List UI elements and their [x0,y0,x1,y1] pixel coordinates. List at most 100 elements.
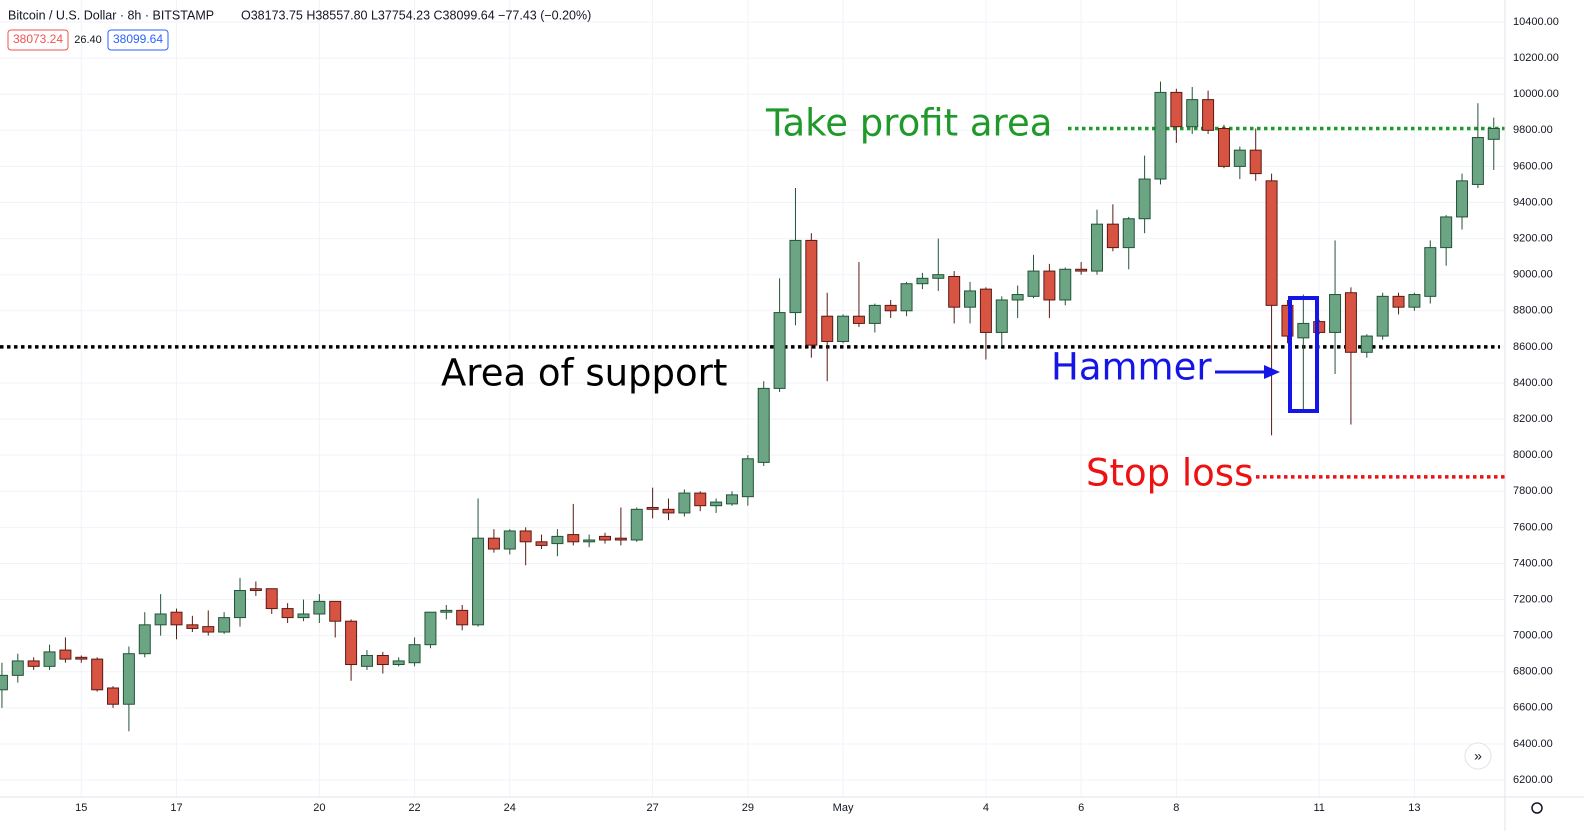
ask: 38099.64 [113,32,163,46]
body [487,537,500,550]
body [757,387,770,463]
annotation: Hammer [1051,346,1212,389]
body [1408,294,1421,308]
y-tick-label: 6200.00 [1513,774,1553,786]
hammer-box [1288,296,1319,413]
body [837,315,850,342]
body [1297,322,1310,339]
y-tick-label: 9800.00 [1513,124,1553,136]
body [1233,149,1246,167]
body [1075,268,1088,272]
ohlc: O38173.75 H38557.80 L37754.23 C38099.64 … [241,8,591,22]
y-tick-label: 8000.00 [1513,449,1553,461]
settings-icon[interactable] [1531,802,1543,814]
y-tick-label: 6800.00 [1513,666,1553,678]
grid [0,0,1505,797]
y-tick-label: 7800.00 [1513,485,1553,497]
body [1313,321,1326,333]
body [218,617,231,633]
body [1329,294,1342,333]
body [1440,216,1453,249]
body [662,508,675,514]
y-tick-label: 6600.00 [1513,702,1553,714]
body [614,537,627,541]
body [297,613,310,619]
x-tick-label: 13 [1408,802,1420,814]
y-tick-label: 7400.00 [1513,557,1553,569]
body [1138,178,1151,220]
body [678,492,691,514]
body [1059,268,1072,301]
body [11,660,24,676]
x-tick-label: 24 [504,802,516,814]
ask-badge [107,29,169,51]
x-tick-label: 6 [1078,802,1084,814]
hammer-arrow-head [1264,365,1280,379]
body [583,539,596,543]
y-tick-label: 8800.00 [1513,305,1553,317]
body [75,656,88,660]
x-tick-label: 22 [408,802,420,814]
body [1344,292,1357,353]
body [233,590,246,619]
body [1170,91,1183,128]
body [0,674,8,691]
body [329,600,342,622]
body [265,588,278,610]
y-tick-label: 10400.00 [1513,16,1559,28]
body [91,658,104,691]
scroll-icon[interactable]: » [1474,748,1482,764]
body [43,651,56,667]
body [868,304,881,324]
y-tick-label: 9600.00 [1513,160,1553,172]
y-tick-label: 8200.00 [1513,413,1553,425]
body [900,283,913,312]
y-tick-label: 10000.00 [1513,88,1559,100]
y-tick-label: 7000.00 [1513,630,1553,642]
body [599,535,612,541]
candles [0,81,1500,732]
body [27,660,40,667]
body [59,649,72,660]
body [789,239,802,314]
body [1249,149,1262,175]
x-tick-label: 27 [647,802,659,814]
scroll-button[interactable] [1464,742,1492,770]
body [646,507,659,510]
body [884,304,897,312]
body [979,288,992,333]
y-tick-label: 7600.00 [1513,521,1553,533]
y-tick-label: 9000.00 [1513,269,1553,281]
y-tick-label: 9400.00 [1513,196,1553,208]
body [948,275,961,308]
body [1487,128,1500,140]
body [440,609,453,613]
body [138,624,151,655]
levels [0,126,1505,479]
body [821,315,834,342]
body [424,611,437,646]
x-tick-label: 17 [170,802,182,814]
body [567,534,580,543]
body [1471,137,1484,185]
body [694,492,707,507]
x-tick-label: 15 [75,802,87,814]
body [1106,223,1119,249]
body [1043,270,1056,301]
x-tick-label: 8 [1173,802,1179,814]
body [313,600,326,615]
y-tick-label: 7200.00 [1513,593,1553,605]
annotation: Stop loss [1086,452,1253,495]
y-tick-label: 8600.00 [1513,341,1553,353]
x-tick-label: May [833,802,854,814]
body [154,613,167,626]
body [1011,294,1024,301]
body [408,644,421,664]
body [1424,247,1437,297]
body [1360,335,1373,353]
y-tick-label: 10200.00 [1513,52,1559,64]
body [392,660,405,666]
body [519,530,532,543]
body [1122,218,1135,249]
